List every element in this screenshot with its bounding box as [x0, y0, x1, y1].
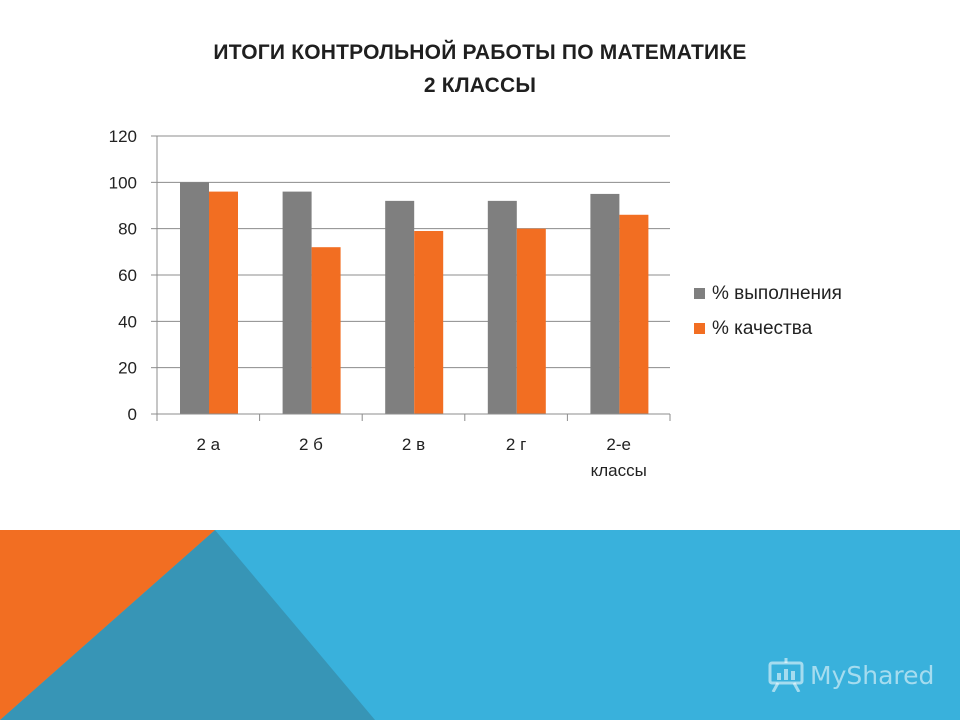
legend-item-completion: % выполнения: [694, 276, 842, 311]
bar-quality-1: [311, 247, 341, 414]
x-axis-ticks: 2 а 2 б 2 в 2 г 2-е классы: [196, 435, 646, 480]
y-tick-label-60: 60: [118, 266, 137, 285]
x-tick-label-2: 2 в: [402, 435, 425, 454]
presentation-board-icon: [768, 658, 804, 692]
footer-decoration: [0, 530, 960, 720]
y-tick-label-80: 80: [118, 220, 137, 239]
y-tick-label-20: 20: [118, 359, 137, 378]
y-tick-label-0: 0: [128, 405, 137, 424]
bar-completion-4: [590, 193, 620, 414]
bars: [180, 182, 649, 414]
footer-orange-triangle: [0, 530, 215, 720]
legend-label-completion: % выполнения: [712, 282, 842, 304]
x-tick-label-0: 2 а: [196, 435, 220, 454]
axes: [151, 135, 671, 421]
bar-completion-1: [282, 191, 312, 414]
y-axis-ticks: 0 20 40 60 80 100 120: [109, 127, 137, 424]
legend-label-quality: % качества: [712, 317, 813, 339]
y-tick-label-40: 40: [118, 312, 137, 331]
bar-quality-4: [619, 214, 649, 414]
bar-quality-2: [414, 230, 444, 414]
watermark-text: MyShared: [810, 660, 935, 690]
title-line-1: ИТОГИ КОНТРОЛЬНОЙ РАБОТЫ ПО МАТЕМАТИКЕ: [213, 41, 747, 64]
slide-title: ИТОГИ КОНТРОЛЬНОЙ РАБОТЫ ПО МАТЕМАТИКЕ 2…: [0, 36, 960, 102]
bar-completion-0: [180, 182, 209, 414]
bar-chart: 0 20 40 60 80 100 120 2 а 2 б 2 в 2 г 2-е классы: [109, 127, 671, 480]
watermark: MyShared: [768, 658, 934, 692]
y-tick-label-120: 120: [109, 127, 137, 146]
title-line-2: 2 КЛАССЫ: [423, 74, 537, 97]
legend: % выполнения % качества: [694, 276, 842, 346]
x-tick-label-1: 2 б: [299, 435, 323, 454]
legend-swatch-completion: [694, 288, 705, 299]
bar-quality-3: [516, 228, 546, 414]
legend-item-quality: % качества: [694, 311, 842, 346]
y-tick-label-100: 100: [109, 173, 137, 192]
legend-swatch-quality: [694, 323, 705, 334]
footer-dark-triangle: [0, 530, 375, 720]
bar-completion-2: [385, 200, 415, 414]
x-tick-label-3: 2 г: [506, 435, 526, 454]
bar-quality-0: [209, 191, 238, 414]
x-tick-label-4-line-1: классы: [591, 461, 647, 480]
x-tick-label-4: 2-е: [606, 435, 631, 454]
bar-completion-3: [487, 200, 517, 414]
